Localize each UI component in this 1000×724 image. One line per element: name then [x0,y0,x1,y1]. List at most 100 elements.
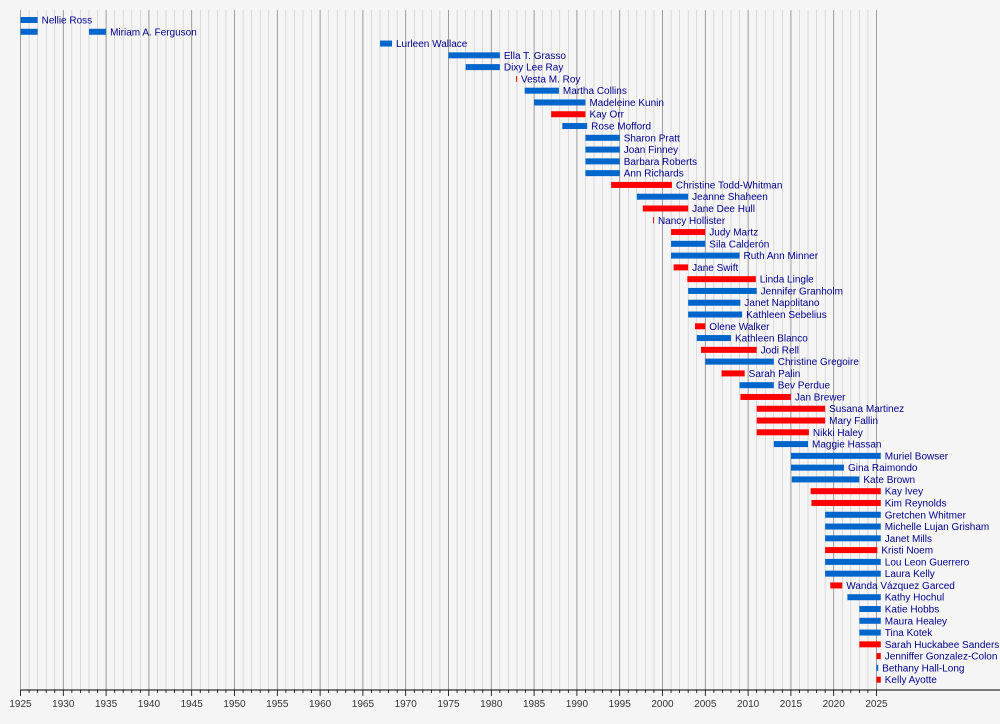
term-bar [671,229,706,236]
bar-label: Gina Raimondo [848,463,918,474]
bar-label: Nellie Ross [42,16,93,27]
bar-label: Wanda Vázquez Garced [846,581,955,592]
term-bar [585,134,620,141]
x-tick-label: 1990 [566,699,589,710]
x-tick-label: 1925 [9,699,32,710]
bar-label: Bev Perdue [778,381,831,392]
bar-label: Lou Leon Guerrero [885,557,970,568]
x-tick-label: 1985 [523,699,546,710]
term-bar [811,499,881,506]
bar-label: Sila Calderón [709,239,769,250]
term-bar [585,146,620,153]
term-bar [687,276,756,283]
bar-label: Vesta M. Roy [521,74,580,85]
bar-label: Nancy Hollister [658,216,726,227]
term-bar [380,40,393,47]
term-bar [876,653,881,660]
term-bar [562,123,588,130]
bar-label: Kathleen Sebelius [746,310,827,321]
bar-label: Judy Martz [709,228,758,239]
bar-label: Kay Orr [589,110,624,121]
bar-label: Christine Todd-Whitman [676,180,783,191]
term-bar [671,252,740,259]
bar-label: Ella T. Grasso [504,51,566,62]
term-bar [791,476,860,483]
bar-label: Kate Brown [863,475,915,486]
term-bar [516,75,518,82]
x-tick-label: 1940 [138,699,161,710]
term-bar [20,17,38,23]
x-tick-label: 2015 [780,699,803,710]
term-bar [859,629,881,636]
bar-label: Katie Hobbs [885,605,939,616]
term-bar [642,205,689,212]
term-bar [448,52,500,59]
term-bar [825,570,881,577]
bar-label: Dixy Lee Ray [504,63,563,74]
term-bar [88,28,107,35]
term-bar [825,523,881,530]
term-bar [790,464,844,471]
bar-label: Sarah Palin [749,369,801,380]
term-bar [756,417,826,424]
term-bar [20,28,38,35]
term-bar [688,311,743,318]
bar-label: Laura Kelly [885,569,935,580]
bar-label: Barbara Roberts [624,157,697,168]
bar-label: Jane Dee Hull [692,204,755,215]
bar-label: Muriel Bowser [885,451,949,462]
bar-label: Ruth Ann Minner [744,251,819,262]
bar-label: Kelly Ayotte [885,675,938,686]
bar-label: Ann Richards [624,169,684,180]
bar-label: Kim Reynolds [885,498,947,509]
bar-label: Janet Mills [885,534,932,545]
term-bar [551,111,586,118]
term-bar [611,181,672,188]
bar-label: Jane Swift [692,263,738,274]
x-tick-label: 1930 [52,699,75,710]
bar-label: Bethany Hall-Long [882,663,964,674]
term-bar [859,617,881,624]
term-bar [688,299,741,306]
bar-label: Jan Brewer [795,392,846,403]
term-bar [701,346,757,353]
term-bar [810,488,881,495]
x-tick-label: 1955 [266,699,289,710]
bar-label: Rose Mofford [591,122,651,133]
bar-label: Jennifer Granholm [761,286,843,297]
term-bar [825,558,881,565]
term-bar [756,429,809,436]
bar-label: Jenniffer Gonzalez-Colon [885,652,998,663]
bar-label: Olene Walker [709,322,770,333]
term-bar [721,370,745,377]
term-bar [688,287,757,294]
term-bar [830,582,843,589]
bar-label: Kristi Noem [881,546,933,557]
bar-label: Linda Lingle [760,275,814,286]
bar-label: Kay Ivey [885,487,923,498]
term-bar [534,99,586,106]
term-bar [653,217,655,224]
bar-label: Miriam A. Ferguson [110,27,197,38]
x-tick-label: 1950 [223,699,246,710]
bar-labels: Nellie Ross Miriam A. Ferguson Lurleen Wal… [42,16,1000,687]
x-tick-label: 1995 [609,699,632,710]
bar-label: Janet Napolitano [744,298,819,309]
x-tick-label: 2020 [823,699,846,710]
bar-label: Martha Collins [563,86,627,97]
term-bar [705,358,774,365]
bar-label: Maura Healey [885,616,947,627]
term-bar [825,547,878,554]
term-bar [859,606,881,612]
bar-label: Jodi Rell [761,345,799,356]
bar-label: Jeanne Shaheen [692,192,768,203]
term-bar [695,323,706,330]
term-bar [847,594,881,601]
bar-label: Madeleine Kunin [589,98,664,109]
bar-label: Nikki Haley [813,428,863,439]
x-tick-label: 1980 [480,699,503,710]
bar-label: Tina Kotek [885,628,933,639]
term-bar [585,158,620,165]
term-bar [756,405,826,412]
